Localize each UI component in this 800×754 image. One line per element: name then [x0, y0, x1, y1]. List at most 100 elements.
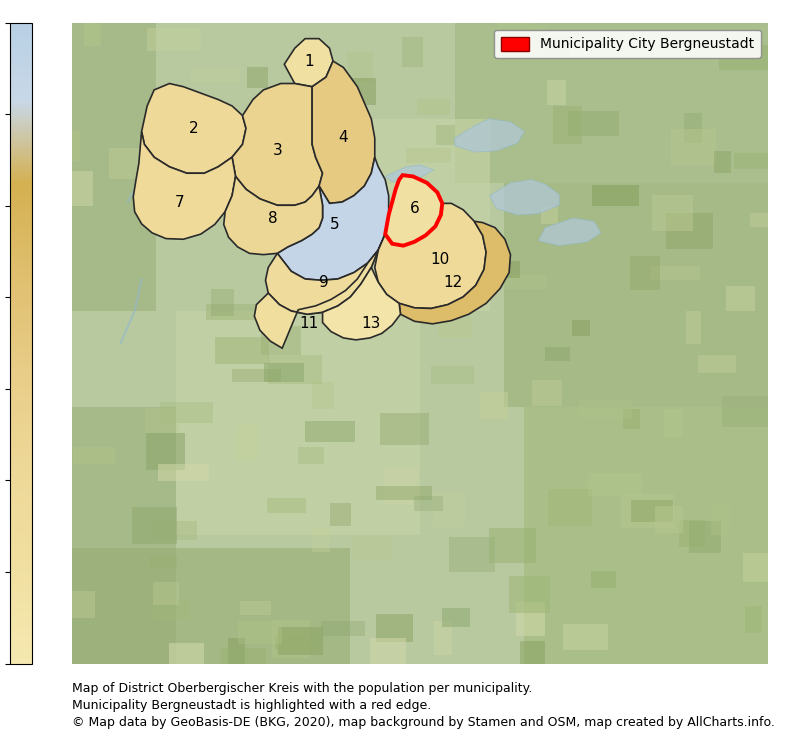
- Bar: [654, 506, 683, 533]
- Bar: [268, 355, 322, 384]
- Bar: [750, 213, 773, 227]
- Bar: [266, 498, 306, 513]
- Bar: [678, 520, 705, 547]
- Bar: [650, 266, 700, 280]
- Bar: [630, 256, 660, 290]
- Bar: [353, 536, 392, 560]
- Bar: [83, 17, 101, 46]
- Bar: [149, 556, 177, 569]
- Polygon shape: [386, 165, 434, 182]
- Bar: [169, 643, 204, 665]
- Polygon shape: [454, 119, 525, 152]
- Bar: [182, 130, 221, 155]
- Bar: [273, 620, 310, 658]
- Polygon shape: [538, 218, 601, 246]
- Polygon shape: [284, 38, 333, 87]
- Bar: [312, 382, 334, 409]
- Bar: [300, 52, 326, 84]
- Bar: [72, 548, 350, 664]
- Bar: [433, 491, 466, 526]
- Bar: [414, 495, 443, 511]
- Polygon shape: [490, 179, 559, 215]
- Bar: [489, 529, 536, 563]
- Bar: [503, 183, 768, 407]
- Text: 3: 3: [273, 143, 282, 158]
- Bar: [153, 582, 179, 605]
- Bar: [480, 392, 508, 418]
- Bar: [305, 421, 355, 443]
- Bar: [231, 369, 282, 382]
- Bar: [554, 106, 582, 144]
- Bar: [454, 23, 768, 183]
- Bar: [346, 52, 373, 82]
- Bar: [746, 606, 762, 633]
- Bar: [274, 635, 322, 651]
- Polygon shape: [142, 84, 246, 173]
- Bar: [228, 639, 245, 673]
- Legend: Municipality City Bergneustadt: Municipality City Bergneustadt: [494, 29, 761, 58]
- Bar: [714, 151, 730, 173]
- Text: 6: 6: [410, 201, 419, 216]
- Bar: [684, 113, 702, 143]
- Bar: [589, 473, 642, 496]
- Bar: [666, 213, 714, 250]
- Bar: [312, 527, 330, 552]
- Bar: [568, 111, 618, 136]
- Bar: [298, 447, 324, 464]
- Polygon shape: [224, 176, 322, 255]
- Bar: [222, 648, 266, 679]
- Bar: [352, 283, 380, 316]
- Bar: [592, 185, 638, 207]
- Text: © Map data by GeoBasis-DE (BKG, 2020), map background by Stamen and OSM, map cre: © Map data by GeoBasis-DE (BKG, 2020), m…: [72, 716, 775, 728]
- Bar: [689, 521, 721, 553]
- Bar: [652, 195, 693, 231]
- Bar: [240, 601, 271, 615]
- Bar: [176, 311, 420, 535]
- Polygon shape: [312, 61, 374, 204]
- Bar: [330, 503, 351, 526]
- Polygon shape: [278, 158, 389, 280]
- Bar: [109, 148, 142, 179]
- Bar: [146, 433, 185, 470]
- Bar: [230, 143, 250, 177]
- Bar: [562, 624, 608, 650]
- Bar: [402, 38, 423, 67]
- Bar: [153, 599, 190, 621]
- Bar: [528, 25, 546, 52]
- Bar: [376, 614, 413, 642]
- Text: 13: 13: [362, 317, 381, 331]
- Bar: [281, 119, 490, 311]
- Bar: [516, 602, 545, 636]
- Bar: [671, 130, 715, 165]
- Bar: [73, 447, 115, 464]
- Bar: [498, 13, 533, 34]
- Bar: [490, 262, 520, 278]
- Bar: [743, 553, 778, 582]
- Bar: [247, 67, 268, 88]
- Bar: [546, 35, 570, 54]
- Bar: [590, 571, 616, 588]
- Bar: [322, 621, 365, 636]
- Bar: [525, 407, 768, 664]
- Text: 9: 9: [319, 274, 329, 290]
- Bar: [520, 641, 545, 673]
- Bar: [722, 396, 770, 428]
- Bar: [621, 495, 674, 529]
- Bar: [215, 337, 269, 363]
- Bar: [72, 407, 176, 664]
- Bar: [431, 366, 474, 384]
- Text: 10: 10: [430, 253, 449, 267]
- Polygon shape: [232, 84, 322, 205]
- Bar: [351, 78, 376, 106]
- Polygon shape: [134, 131, 235, 239]
- Bar: [132, 507, 178, 544]
- Bar: [579, 400, 632, 419]
- Bar: [72, 23, 155, 311]
- Bar: [541, 207, 558, 225]
- Bar: [158, 464, 209, 481]
- Bar: [548, 489, 592, 526]
- Bar: [376, 185, 407, 220]
- Polygon shape: [374, 204, 486, 308]
- Bar: [572, 320, 590, 336]
- Bar: [211, 289, 234, 316]
